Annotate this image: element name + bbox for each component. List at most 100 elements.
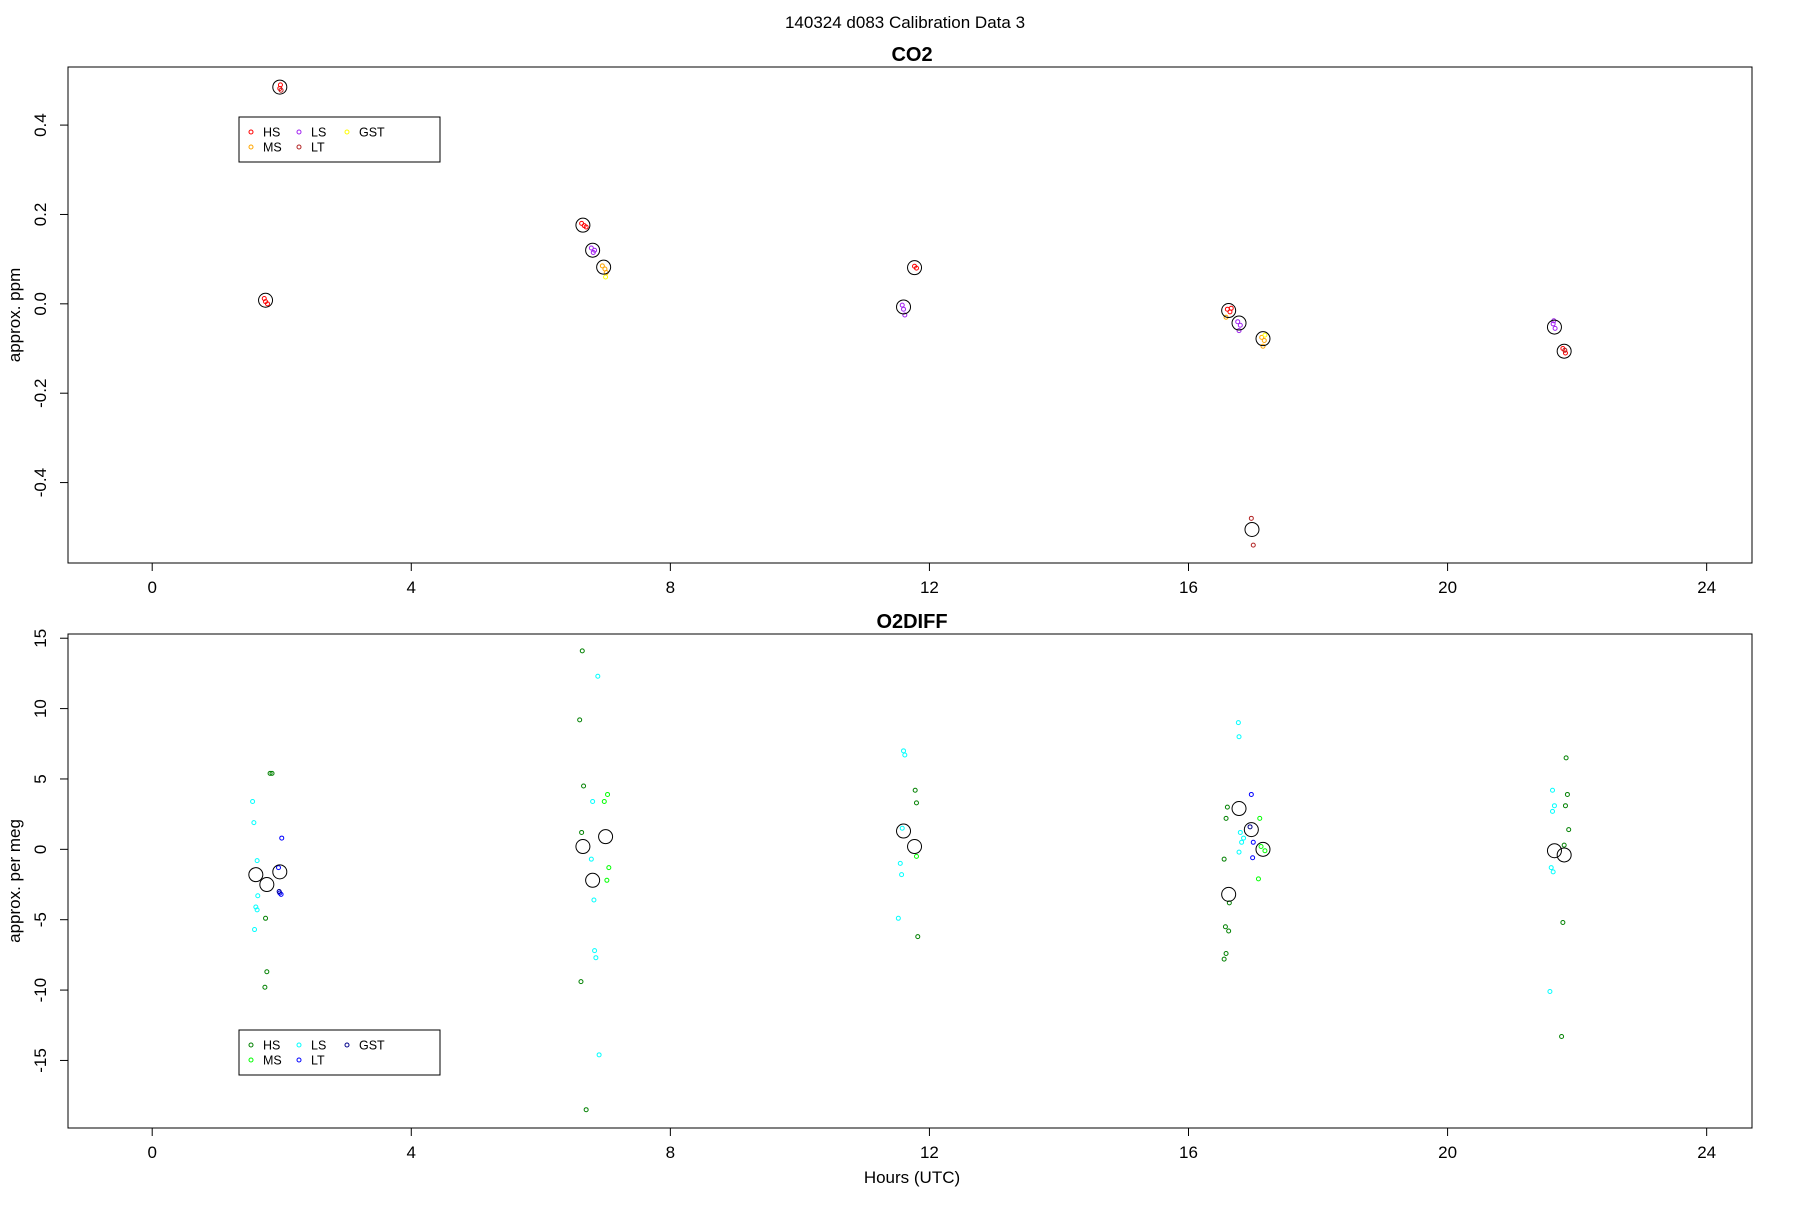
- y-axis-title: approx. ppm: [5, 268, 24, 363]
- data-point-hs: [579, 220, 585, 226]
- data-point-ms: [1258, 844, 1264, 850]
- data-point-hs: [1564, 791, 1570, 797]
- x-tick-label: 16: [1179, 1143, 1198, 1162]
- data-point-lt: [1250, 855, 1256, 861]
- data-point-hs: [264, 969, 270, 975]
- data-point-lt: [1248, 791, 1254, 797]
- mean-marker: [585, 242, 601, 258]
- data-point-hs: [1226, 900, 1232, 906]
- data-point-hs: [583, 224, 589, 230]
- data-point-hs: [1221, 856, 1227, 862]
- data-point-gst: [1262, 332, 1268, 338]
- legend-label: LS: [311, 1039, 326, 1053]
- x-axis-title: Hours (UTC): [864, 1168, 960, 1187]
- data-point-ls: [1235, 319, 1241, 325]
- data-point-ls: [899, 825, 905, 831]
- x-tick-label: 0: [147, 1143, 156, 1162]
- data-point-hs: [913, 265, 919, 271]
- x-tick-label: 12: [920, 578, 939, 597]
- mean-marker: [1546, 843, 1562, 859]
- data-point-gst: [276, 889, 282, 895]
- data-point-ms: [599, 263, 605, 269]
- data-point-ls: [902, 312, 908, 318]
- data-point-hs: [1226, 928, 1232, 934]
- data-point-ls: [902, 752, 908, 758]
- data-point-lt: [279, 835, 285, 841]
- data-point-ls: [1235, 720, 1241, 726]
- data-point-ms: [1259, 334, 1265, 340]
- y-tick-label: 15: [31, 629, 50, 648]
- data-point-ls: [592, 948, 598, 954]
- data-point-ls: [590, 798, 596, 804]
- mean-marker: [1231, 801, 1247, 817]
- y-tick-label: 0.0: [31, 292, 50, 316]
- data-point-hs: [583, 1107, 589, 1113]
- y-tick-label: 5: [31, 774, 50, 783]
- data-point-ls: [1552, 325, 1558, 331]
- data-point-ls: [595, 673, 601, 679]
- y-axis-title: approx. per meg: [5, 819, 24, 943]
- mean-marker: [1255, 841, 1271, 857]
- legend-symbol: [296, 1042, 302, 1048]
- data-point-ls: [901, 748, 907, 754]
- data-point-hs: [262, 984, 268, 990]
- data-point-lt: [278, 87, 284, 93]
- y-tick-label: -0.4: [31, 468, 50, 497]
- legend-label: LT: [311, 141, 325, 155]
- x-tick-label: 12: [920, 1143, 939, 1162]
- data-point-hs: [578, 979, 584, 985]
- legend-box: [238, 1029, 441, 1076]
- data-point-ls: [1550, 321, 1556, 327]
- data-point-hs: [912, 787, 918, 793]
- legend-symbol: [296, 144, 302, 150]
- data-point-hs: [1561, 842, 1567, 848]
- data-point-ms: [1260, 343, 1266, 349]
- mean-marker: [1244, 521, 1260, 537]
- data-point-ls: [901, 306, 907, 312]
- legend-label: MS: [263, 1054, 282, 1068]
- data-point-lt: [1250, 542, 1256, 548]
- data-point-ms: [913, 853, 919, 859]
- data-point-lt: [1562, 347, 1568, 353]
- data-point-ls: [255, 893, 261, 899]
- data-point-hs: [261, 295, 267, 301]
- data-point-hs: [913, 800, 919, 806]
- mean-marker: [1231, 315, 1247, 331]
- data-point-ms: [1262, 848, 1268, 854]
- chart-panel-2: O2DIFF 0 4 8 12 16 20 24 Hours (UTC) -15 -10 -5 0 5 10…: [5, 611, 1753, 1187]
- data-point-hs: [267, 770, 273, 776]
- legend-label: LS: [311, 126, 326, 140]
- data-point-gst: [1247, 824, 1253, 830]
- data-point-gst: [603, 274, 609, 280]
- x-tick-label: 8: [666, 1143, 675, 1162]
- data-point-ls: [592, 247, 598, 253]
- x-tick-label: 16: [1179, 578, 1198, 597]
- data-point-hs: [1224, 804, 1230, 810]
- data-point-ls: [1550, 787, 1556, 793]
- data-point-hs: [1223, 950, 1229, 956]
- data-point-ms: [601, 798, 607, 804]
- legend-symbol: [344, 129, 350, 135]
- data-point-lt: [276, 865, 281, 871]
- y-tick-label: -15: [31, 1048, 50, 1073]
- data-point-hs: [1221, 956, 1227, 962]
- x-tick-label: 0: [147, 578, 156, 597]
- data-point-ls: [1241, 835, 1247, 841]
- mean-marker: [1546, 319, 1562, 335]
- y-tick-label: -5: [31, 912, 50, 927]
- data-point-ls: [588, 856, 594, 862]
- panels: CO2 0 4 8 12 16 20 24 -0.4 -0.2 0.0 0.2 0.4 approx. p…: [5, 44, 1753, 1187]
- mean-marker: [1255, 331, 1271, 347]
- data-point-hs: [579, 829, 585, 835]
- legend-label: HS: [263, 126, 280, 140]
- legend-symbol: [248, 129, 254, 135]
- data-point-ls: [1548, 865, 1554, 871]
- data-point-ls: [1547, 988, 1553, 994]
- mean-marker: [907, 839, 923, 855]
- data-point-hs: [1563, 755, 1569, 761]
- data-point-ls: [596, 1052, 602, 1058]
- data-point-ls: [593, 955, 599, 961]
- x-tick-label: 24: [1697, 1143, 1716, 1162]
